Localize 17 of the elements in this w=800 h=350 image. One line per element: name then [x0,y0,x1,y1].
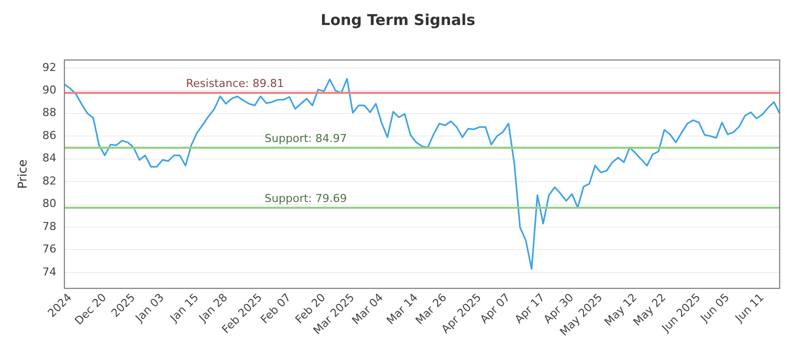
y-tick-label: 86 [42,128,56,142]
y-axis-title: Price [15,160,30,189]
y-tick-label: 92 [42,60,56,74]
y-tick-label: 78 [42,220,56,233]
y-tick-label: 74 [42,265,56,278]
y-tick-label: 84 [42,152,56,165]
y-tick-label: 80 [42,197,56,210]
y-tick-label: 88 [42,106,56,120]
x-tick-label: Jun 11 [732,290,767,326]
chart-title: Long Term Signals [320,10,476,29]
y-tick-label: 82 [42,174,56,188]
x-tick-label: Dec 20 [72,290,109,328]
ref-line-label: Support: 84.97 [264,132,347,146]
y-tick-label: 76 [42,242,56,256]
ref-line-label: Resistance: 89.81 [186,77,284,90]
ref-line-label: Support: 79.69 [264,192,347,206]
y-tick-label: 90 [42,84,56,97]
